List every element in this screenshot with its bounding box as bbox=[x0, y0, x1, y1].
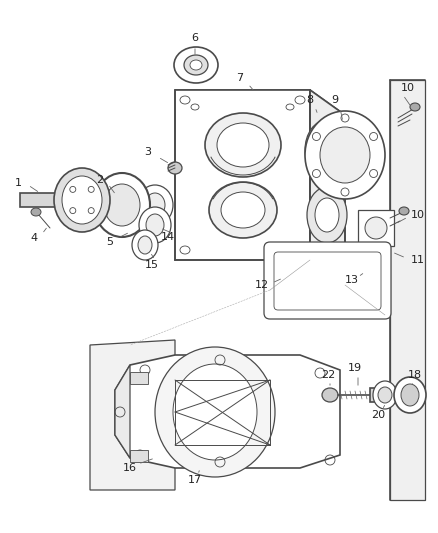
Ellipse shape bbox=[304, 111, 384, 199]
Ellipse shape bbox=[155, 347, 274, 477]
Ellipse shape bbox=[319, 127, 369, 183]
Ellipse shape bbox=[314, 198, 338, 232]
Ellipse shape bbox=[205, 113, 280, 177]
Ellipse shape bbox=[372, 381, 396, 409]
Text: 2: 2 bbox=[96, 175, 103, 185]
Ellipse shape bbox=[400, 384, 418, 406]
Text: 10: 10 bbox=[410, 210, 424, 220]
Ellipse shape bbox=[304, 120, 348, 180]
Text: 22: 22 bbox=[320, 370, 334, 380]
Ellipse shape bbox=[132, 230, 158, 260]
Text: 14: 14 bbox=[161, 232, 175, 242]
Ellipse shape bbox=[139, 207, 171, 243]
Polygon shape bbox=[175, 90, 344, 115]
Ellipse shape bbox=[94, 173, 150, 237]
Ellipse shape bbox=[184, 55, 208, 75]
Ellipse shape bbox=[146, 214, 164, 236]
Ellipse shape bbox=[137, 185, 173, 225]
Bar bbox=[130, 450, 148, 462]
Ellipse shape bbox=[173, 364, 256, 460]
Polygon shape bbox=[389, 80, 424, 500]
Ellipse shape bbox=[306, 187, 346, 243]
Ellipse shape bbox=[409, 103, 419, 111]
Ellipse shape bbox=[168, 162, 182, 174]
Text: 15: 15 bbox=[145, 260, 159, 270]
Text: 19: 19 bbox=[347, 363, 361, 373]
Text: 18: 18 bbox=[407, 370, 421, 380]
Ellipse shape bbox=[398, 207, 408, 215]
Ellipse shape bbox=[104, 184, 140, 226]
Ellipse shape bbox=[377, 387, 391, 403]
Text: 10: 10 bbox=[400, 83, 414, 93]
Bar bbox=[20, 193, 85, 207]
Polygon shape bbox=[175, 90, 309, 260]
Bar bbox=[357, 210, 393, 246]
Text: 20: 20 bbox=[370, 410, 384, 420]
Bar bbox=[369, 388, 424, 402]
Ellipse shape bbox=[173, 47, 218, 83]
Ellipse shape bbox=[62, 176, 102, 224]
Text: 8: 8 bbox=[306, 95, 313, 105]
Ellipse shape bbox=[208, 182, 276, 238]
Text: 3: 3 bbox=[144, 147, 151, 157]
Text: 4: 4 bbox=[30, 233, 38, 243]
Ellipse shape bbox=[220, 192, 265, 228]
Bar bbox=[130, 372, 148, 384]
Polygon shape bbox=[115, 355, 339, 468]
Text: 5: 5 bbox=[106, 237, 113, 247]
Text: 7: 7 bbox=[236, 73, 243, 83]
Ellipse shape bbox=[145, 193, 165, 217]
Ellipse shape bbox=[190, 60, 201, 70]
Ellipse shape bbox=[365, 260, 375, 268]
Ellipse shape bbox=[364, 217, 386, 239]
Polygon shape bbox=[115, 365, 130, 458]
Text: 13: 13 bbox=[344, 275, 358, 285]
Text: 12: 12 bbox=[254, 280, 268, 290]
Ellipse shape bbox=[321, 388, 337, 402]
Ellipse shape bbox=[393, 377, 425, 413]
Text: 17: 17 bbox=[187, 475, 201, 485]
Text: 9: 9 bbox=[331, 95, 338, 105]
Ellipse shape bbox=[216, 123, 268, 167]
Ellipse shape bbox=[54, 168, 110, 232]
FancyBboxPatch shape bbox=[263, 242, 390, 319]
Ellipse shape bbox=[138, 236, 152, 254]
Text: 1: 1 bbox=[14, 178, 21, 188]
Ellipse shape bbox=[312, 130, 340, 170]
Ellipse shape bbox=[31, 208, 41, 216]
Polygon shape bbox=[309, 90, 344, 285]
Text: 11: 11 bbox=[410, 255, 424, 265]
Text: 6: 6 bbox=[191, 33, 198, 43]
Polygon shape bbox=[90, 340, 175, 490]
Text: 16: 16 bbox=[123, 463, 137, 473]
